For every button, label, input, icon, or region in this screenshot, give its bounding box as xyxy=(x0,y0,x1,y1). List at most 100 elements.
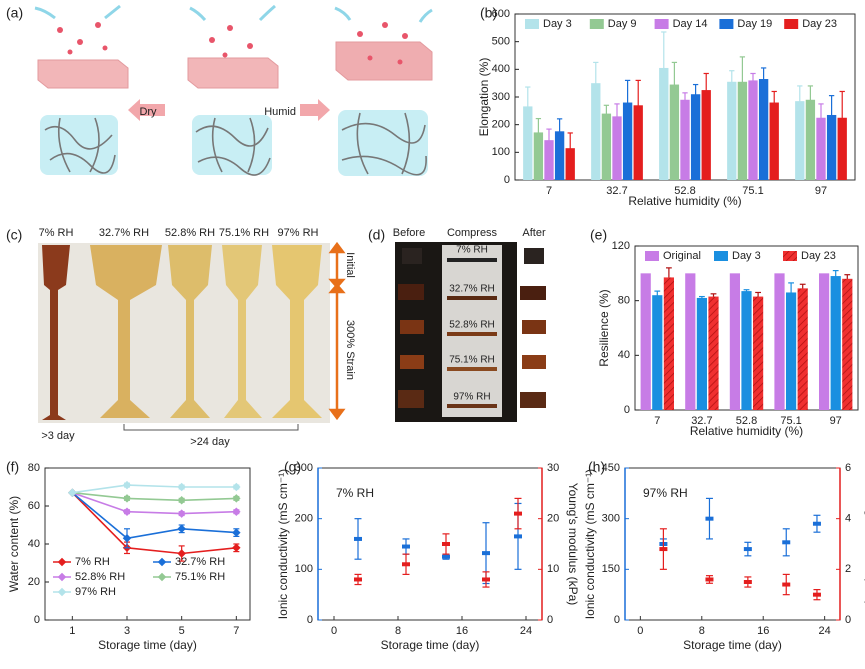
bar xyxy=(708,296,719,410)
x-tick-label: 24 xyxy=(520,625,532,637)
y2-tick-label: 2 xyxy=(845,563,851,575)
y-tick-label: 400 xyxy=(492,63,510,75)
marker xyxy=(232,482,241,492)
bar xyxy=(729,273,741,410)
state-label: 300% Strain xyxy=(344,320,356,380)
panel-label: (h) xyxy=(588,459,605,475)
y-tick-label: 40 xyxy=(28,538,40,550)
column-label: 97% RH xyxy=(278,227,319,239)
strip xyxy=(90,245,162,418)
y2-tick-label: 6 xyxy=(845,462,851,474)
bar xyxy=(758,79,769,180)
bar xyxy=(819,273,830,410)
bar xyxy=(565,148,575,180)
chart: 0 20 40 60 80 1 3 5 7 Storage time (day) Water con… xyxy=(7,462,251,652)
marker xyxy=(482,551,490,556)
y-tick-label: 500 xyxy=(492,36,510,48)
y2-tick-label: 20 xyxy=(547,513,559,525)
span-arrows xyxy=(328,241,346,421)
bar xyxy=(752,296,764,410)
gel-slab xyxy=(187,57,279,89)
bar xyxy=(640,273,651,410)
x-tick-label: 16 xyxy=(757,625,769,637)
bar xyxy=(816,117,826,180)
bar xyxy=(523,106,533,180)
strip xyxy=(272,245,322,418)
marker xyxy=(812,521,821,526)
marker xyxy=(705,577,714,582)
legend-marker xyxy=(157,572,167,582)
x-tick-label: 3 xyxy=(124,625,130,637)
series-line xyxy=(71,492,237,555)
panel-label: (f) xyxy=(6,459,19,475)
note: >24 day xyxy=(190,436,230,448)
y-axis-label: Water content (%) xyxy=(7,496,21,592)
marker xyxy=(177,509,186,518)
row-label: 52.8% RH xyxy=(449,320,495,331)
column-label: 75.1% RH xyxy=(219,227,269,239)
legend-label: Original xyxy=(663,250,701,262)
bar xyxy=(612,116,622,180)
x-tick-label: 8 xyxy=(699,625,705,637)
column-label: 7% RH xyxy=(39,227,74,239)
y-axis-label: Ionic conductivity (mS cm⁻¹) xyxy=(276,469,290,619)
bar xyxy=(741,291,752,410)
y-tick-label: 0 xyxy=(34,614,40,626)
bar xyxy=(663,277,674,410)
x-tick-label: 97 xyxy=(830,415,842,427)
x-tick-label: 52.8 xyxy=(736,415,757,427)
x-axis-label: Storage time (day) xyxy=(683,638,782,652)
marker xyxy=(514,534,522,539)
chart: 0 40 80 120 7 32.7 52.8 75.1 97 Relative humidity… xyxy=(597,240,859,438)
marker xyxy=(482,577,490,582)
legend-label: Day 14 xyxy=(673,18,708,30)
y-tick-label: 100 xyxy=(295,563,313,575)
y2-axis-label: Young's modulus (kPa) xyxy=(864,483,865,606)
panel-d: Before Compress After 7% RH 32.7% RH 52.… xyxy=(393,227,546,422)
bar xyxy=(805,99,816,180)
x-tick-label: 7 xyxy=(233,625,239,637)
bar xyxy=(737,81,748,180)
column-label: Before xyxy=(393,227,425,239)
x-tick-label: 8 xyxy=(395,625,401,637)
y-tick-label: 60 xyxy=(28,500,40,512)
bar xyxy=(826,114,837,180)
panel-label: (c) xyxy=(6,227,22,243)
x-axis-label: Relative humidity (%) xyxy=(628,194,741,208)
marker xyxy=(232,494,241,503)
y-tick-label: 300 xyxy=(492,91,510,103)
marker xyxy=(122,494,132,503)
bar xyxy=(785,292,797,410)
photo-strip xyxy=(442,245,502,417)
bar xyxy=(685,273,696,410)
panel-label: (a) xyxy=(6,5,23,21)
network-box xyxy=(338,110,428,176)
x-tick-label: 32.7 xyxy=(691,415,712,427)
bar xyxy=(601,113,612,180)
y-tick-label: 150 xyxy=(602,563,620,575)
series-line xyxy=(72,491,237,502)
marker xyxy=(705,516,714,521)
legend-swatch xyxy=(654,19,669,29)
samples xyxy=(398,248,546,408)
marker xyxy=(743,547,752,552)
x-tick-label: 75.1 xyxy=(742,185,763,197)
bar xyxy=(659,67,669,180)
y-tick-label: 0 xyxy=(504,174,510,186)
legend-label: Day 19 xyxy=(737,18,772,30)
marker xyxy=(402,562,410,567)
marker xyxy=(743,580,752,584)
legend-swatch xyxy=(645,251,659,261)
x-tick-label: 52.8 xyxy=(674,185,695,197)
legend-swatch xyxy=(525,19,539,29)
legend-label: 97% RH xyxy=(75,586,116,598)
x-tick-label: 16 xyxy=(456,625,468,637)
marker xyxy=(177,496,186,505)
bar xyxy=(837,117,847,180)
bar xyxy=(690,94,701,180)
x-tick-label: 0 xyxy=(331,625,337,637)
legend-label: 75.1% RH xyxy=(175,571,225,583)
legend-label: Day 23 xyxy=(802,18,837,30)
